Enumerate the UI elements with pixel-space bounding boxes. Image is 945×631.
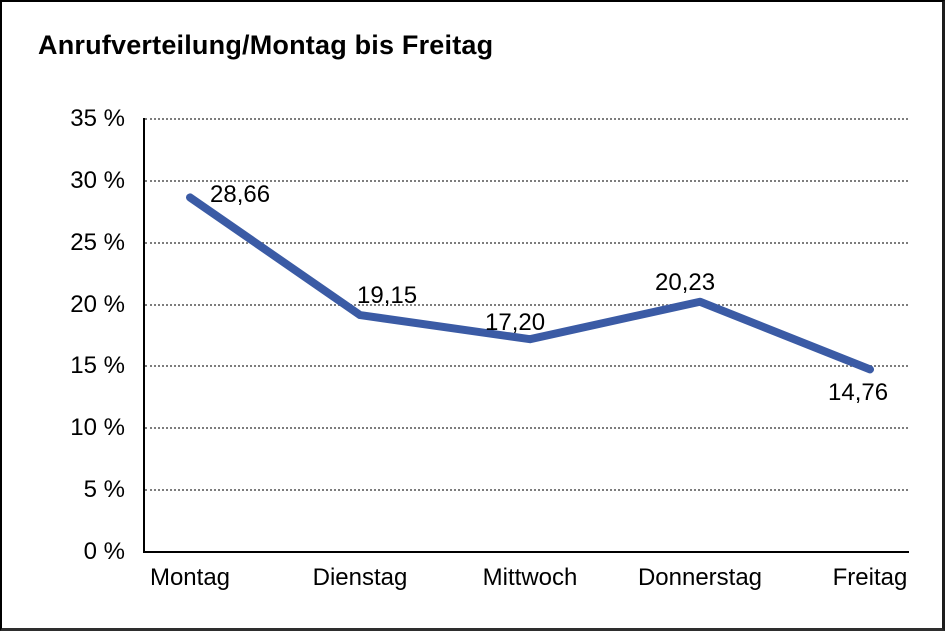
y-axis-tick-label: 35 % <box>70 105 125 132</box>
data-point-label: 14,76 <box>828 379 889 407</box>
chart-title: Anrufverteilung/Montag bis Freitag <box>38 30 494 60</box>
y-axis-tick-label: 20 % <box>70 290 125 318</box>
y-axis-tick-label: 15 % <box>70 352 125 380</box>
data-point-label: 28,66 <box>210 181 271 209</box>
gridline <box>145 489 908 492</box>
x-axis-category-label: Mittwoch <box>482 564 578 591</box>
y-axis-tick-label: 5 % <box>83 476 125 504</box>
gridline <box>145 303 908 306</box>
gridline <box>145 365 908 368</box>
gridline <box>145 179 908 182</box>
data-point-label: 19,15 <box>357 282 418 310</box>
x-axis-category-label: Freitag <box>832 564 908 591</box>
y-axis-tick-label: 25 % <box>70 228 125 256</box>
gridline <box>145 118 908 120</box>
x-axis-line <box>143 551 909 553</box>
gridline <box>145 241 908 244</box>
data-point-label: 17,20 <box>485 309 546 337</box>
y-axis-tick-label: 30 % <box>70 166 125 194</box>
data-point-label: 20,23 <box>655 268 716 296</box>
gridline <box>145 427 908 430</box>
y-axis-line <box>143 118 145 553</box>
x-axis-category-label: Donnerstag <box>637 564 763 591</box>
y-axis-tick-label: 0 % <box>83 538 125 565</box>
y-axis-tick-label: 10 % <box>70 414 125 442</box>
x-axis-category-label: Dienstag <box>312 564 408 591</box>
series-polyline <box>186 193 874 374</box>
x-axis-category-label: Montag <box>149 564 231 591</box>
